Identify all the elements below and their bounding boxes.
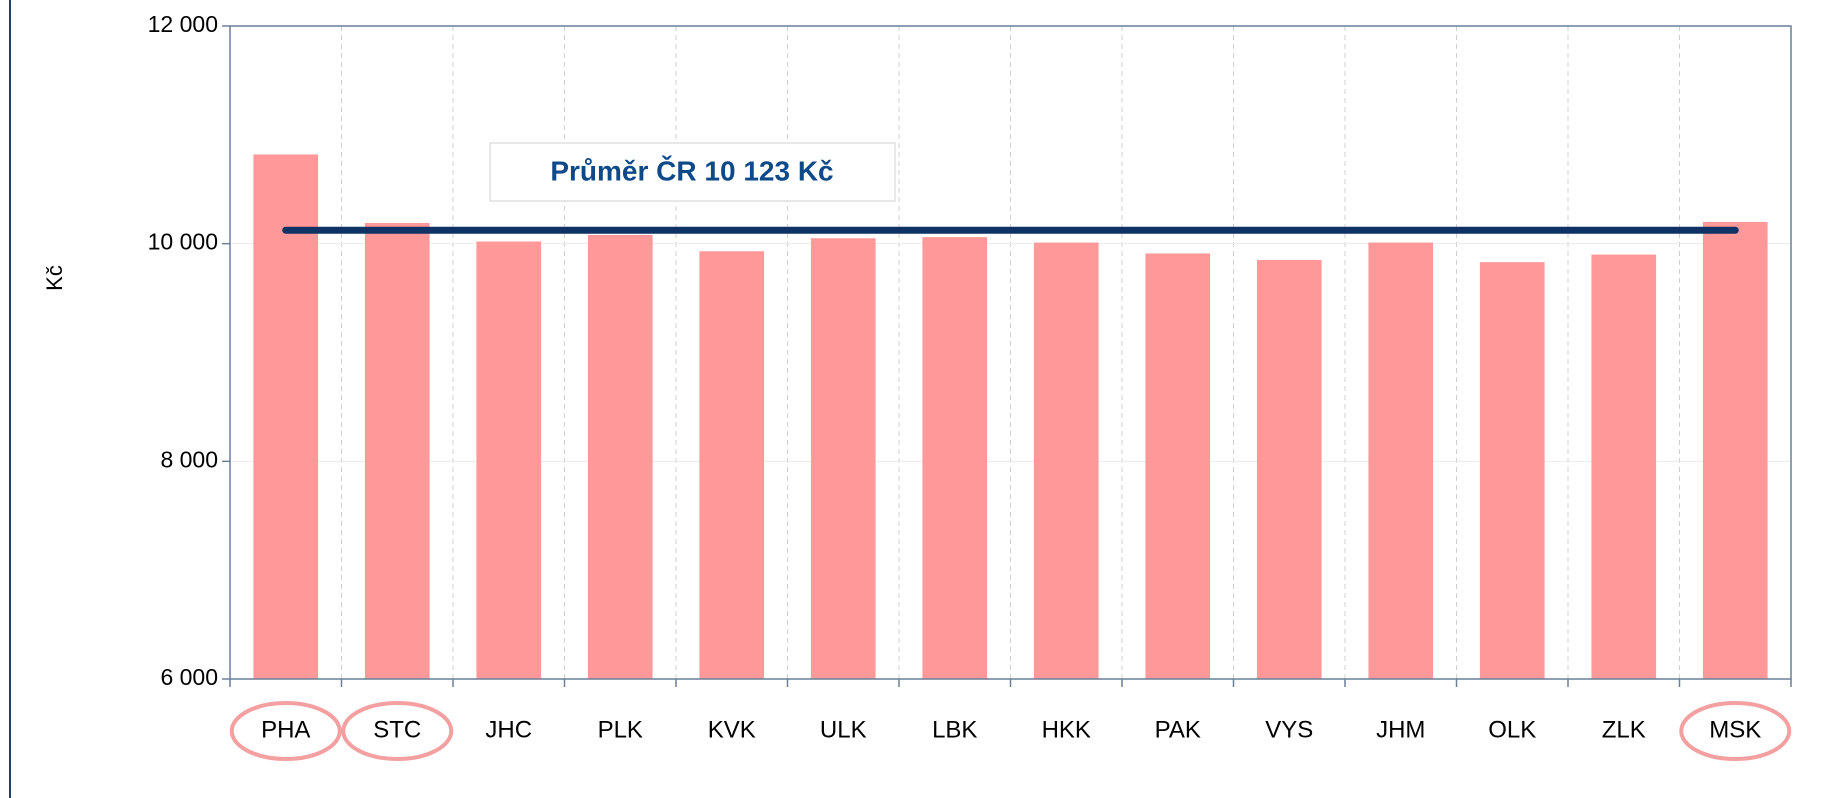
bar <box>699 251 765 679</box>
bar <box>1702 221 1768 679</box>
bar <box>587 234 653 679</box>
x-tick-label: OLK <box>1488 716 1536 743</box>
x-tick-label: HKK <box>1042 716 1091 743</box>
y-tick-label: 8 000 <box>160 446 218 472</box>
bar <box>1368 242 1434 679</box>
x-tick-label: ULK <box>820 716 867 743</box>
y-tick-label: 6 000 <box>160 664 218 690</box>
bar <box>1145 253 1211 679</box>
x-tick-label: PAK <box>1155 716 1201 743</box>
x-tick-label: MSK <box>1709 716 1761 743</box>
x-tick-label: VYS <box>1265 716 1313 743</box>
bar <box>253 154 319 679</box>
y-tick-label: 12 000 <box>148 11 218 37</box>
annotation-box <box>489 142 896 202</box>
annotation: Průměr ČR 10 123 Kč <box>550 154 833 186</box>
bar <box>1479 262 1545 679</box>
x-tick-label: LBK <box>932 716 977 743</box>
plot-frame <box>229 25 1792 680</box>
x-tick-label: PHA <box>261 716 310 743</box>
bar <box>922 237 988 680</box>
category-highlight <box>341 701 454 761</box>
bar <box>1256 259 1322 679</box>
x-tick-label: JHC <box>485 716 532 743</box>
bar <box>476 241 542 680</box>
y-tick-label: 10 000 <box>148 229 218 255</box>
bar <box>1591 254 1657 680</box>
bar <box>364 222 430 679</box>
x-tick-label: PLK <box>598 716 643 743</box>
x-tick-label: JHM <box>1376 716 1425 743</box>
category-highlight <box>229 701 342 761</box>
category-highlight <box>1679 701 1792 761</box>
x-tick-label: ZLK <box>1602 716 1646 743</box>
bar <box>1033 242 1099 679</box>
x-tick-label: KVK <box>708 716 756 743</box>
x-tick-label: STC <box>373 716 421 743</box>
y-axis-label: Kč <box>42 265 67 291</box>
bar <box>810 238 876 679</box>
